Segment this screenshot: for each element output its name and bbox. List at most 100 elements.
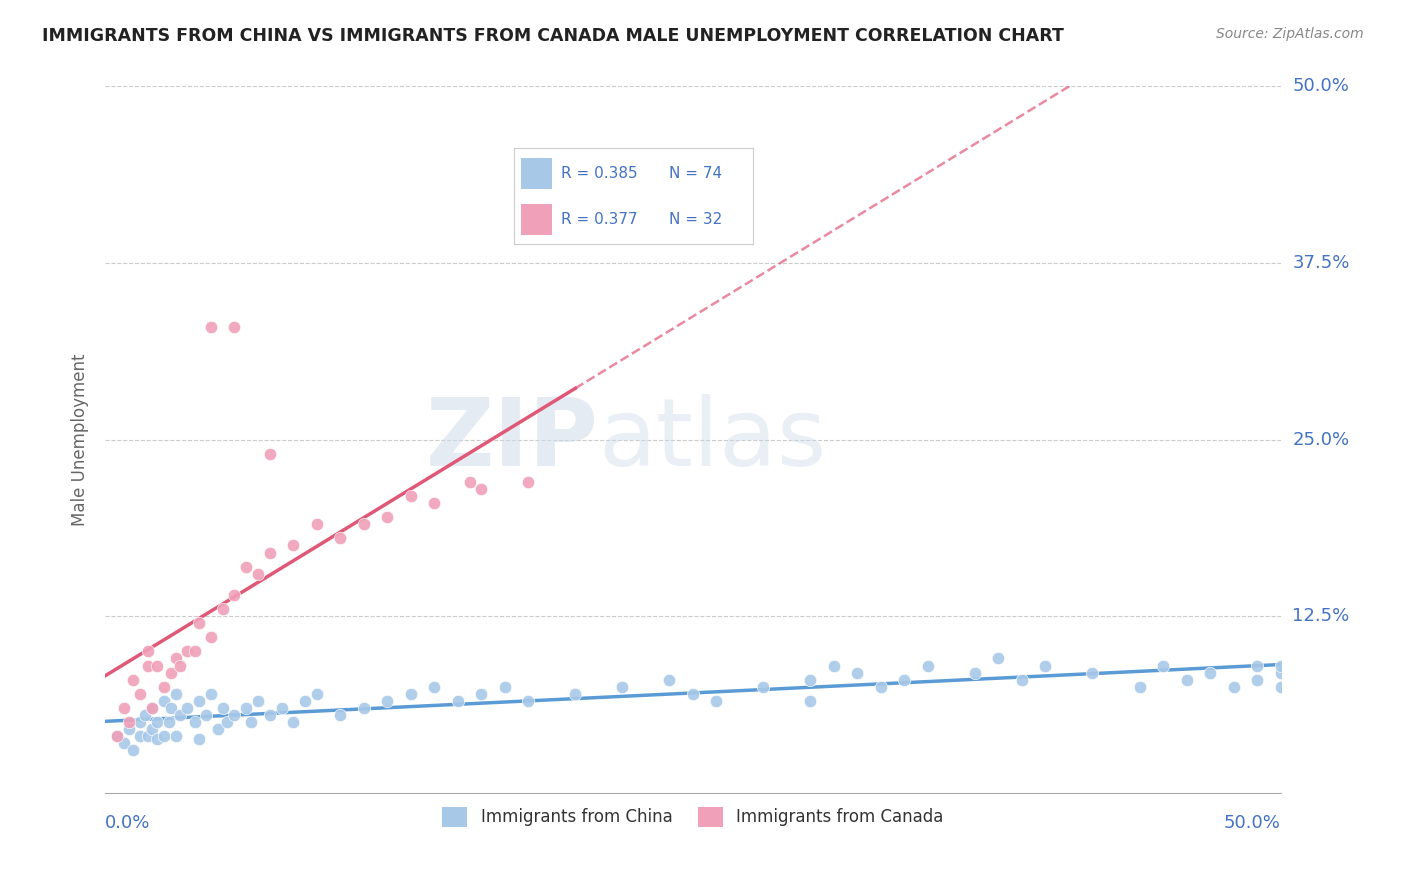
Point <box>153 729 176 743</box>
Point <box>564 687 586 701</box>
Point <box>235 559 257 574</box>
Point <box>375 694 398 708</box>
Point <box>169 658 191 673</box>
Point <box>105 729 128 743</box>
Text: ZIP: ZIP <box>426 393 599 485</box>
Point <box>217 714 239 729</box>
Point <box>188 731 211 746</box>
Point <box>136 729 159 743</box>
Point <box>870 680 893 694</box>
Point <box>122 673 145 687</box>
Point <box>176 644 198 658</box>
Point <box>134 708 156 723</box>
Point <box>169 708 191 723</box>
Point <box>329 532 352 546</box>
Point <box>470 482 492 496</box>
Point <box>112 701 135 715</box>
Point <box>305 517 328 532</box>
Point <box>283 714 305 729</box>
Point <box>195 708 218 723</box>
Point <box>682 687 704 701</box>
Text: N = 32: N = 32 <box>669 212 723 227</box>
Point <box>129 714 152 729</box>
Point <box>157 714 180 729</box>
Text: 50.0%: 50.0% <box>1223 814 1281 832</box>
Point <box>153 680 176 694</box>
Point <box>399 687 422 701</box>
Legend: Immigrants from China, Immigrants from Canada: Immigrants from China, Immigrants from C… <box>436 800 950 834</box>
Point <box>1270 680 1292 694</box>
Point <box>353 517 375 532</box>
Point <box>799 694 821 708</box>
Text: IMMIGRANTS FROM CHINA VS IMMIGRANTS FROM CANADA MALE UNEMPLOYMENT CORRELATION CH: IMMIGRANTS FROM CHINA VS IMMIGRANTS FROM… <box>42 27 1064 45</box>
Point <box>141 701 163 715</box>
Point <box>247 566 270 581</box>
Point <box>136 644 159 658</box>
Point <box>129 729 152 743</box>
Text: Source: ZipAtlas.com: Source: ZipAtlas.com <box>1216 27 1364 41</box>
Point <box>224 319 246 334</box>
Point <box>1035 658 1057 673</box>
Point <box>987 651 1010 665</box>
Point <box>118 714 141 729</box>
Point <box>1128 680 1150 694</box>
Point <box>447 694 470 708</box>
Point <box>1175 673 1198 687</box>
Point <box>823 658 845 673</box>
Point <box>259 545 281 559</box>
Point <box>517 694 540 708</box>
Point <box>1222 680 1244 694</box>
Point <box>658 673 681 687</box>
Point <box>136 658 159 673</box>
Point <box>247 694 270 708</box>
Point <box>423 496 446 510</box>
Point <box>470 687 492 701</box>
Point <box>259 708 281 723</box>
Point <box>118 722 141 736</box>
Point <box>153 694 176 708</box>
Point <box>399 489 422 503</box>
Point <box>183 714 205 729</box>
Point <box>494 680 516 694</box>
Point <box>235 701 257 715</box>
Point <box>270 701 292 715</box>
Point <box>211 602 233 616</box>
Point <box>1270 658 1292 673</box>
Point <box>893 673 915 687</box>
Point <box>1081 665 1104 680</box>
Text: 12.5%: 12.5% <box>1292 607 1350 625</box>
FancyBboxPatch shape <box>520 158 553 188</box>
Point <box>129 687 152 701</box>
Point <box>517 475 540 489</box>
Point <box>458 475 481 489</box>
Point <box>207 722 229 736</box>
Text: 0.0%: 0.0% <box>105 814 150 832</box>
Point <box>752 680 775 694</box>
Point <box>183 644 205 658</box>
Text: 25.0%: 25.0% <box>1292 431 1350 449</box>
Point <box>239 714 262 729</box>
Point <box>329 708 352 723</box>
Point <box>1152 658 1174 673</box>
Point <box>353 701 375 715</box>
Point <box>200 687 222 701</box>
Point <box>706 694 728 708</box>
Point <box>1246 658 1268 673</box>
Point <box>200 319 222 334</box>
Point <box>160 701 183 715</box>
Point <box>188 694 211 708</box>
Point <box>112 736 135 750</box>
Point <box>259 447 281 461</box>
Point <box>963 665 986 680</box>
Point <box>305 687 328 701</box>
Point <box>917 658 939 673</box>
Point <box>141 722 163 736</box>
Point <box>799 673 821 687</box>
Text: N = 74: N = 74 <box>669 166 723 181</box>
Point <box>160 665 183 680</box>
Point <box>1246 673 1268 687</box>
Point <box>165 687 187 701</box>
Point <box>146 658 169 673</box>
Point <box>612 680 634 694</box>
Point <box>283 539 305 553</box>
